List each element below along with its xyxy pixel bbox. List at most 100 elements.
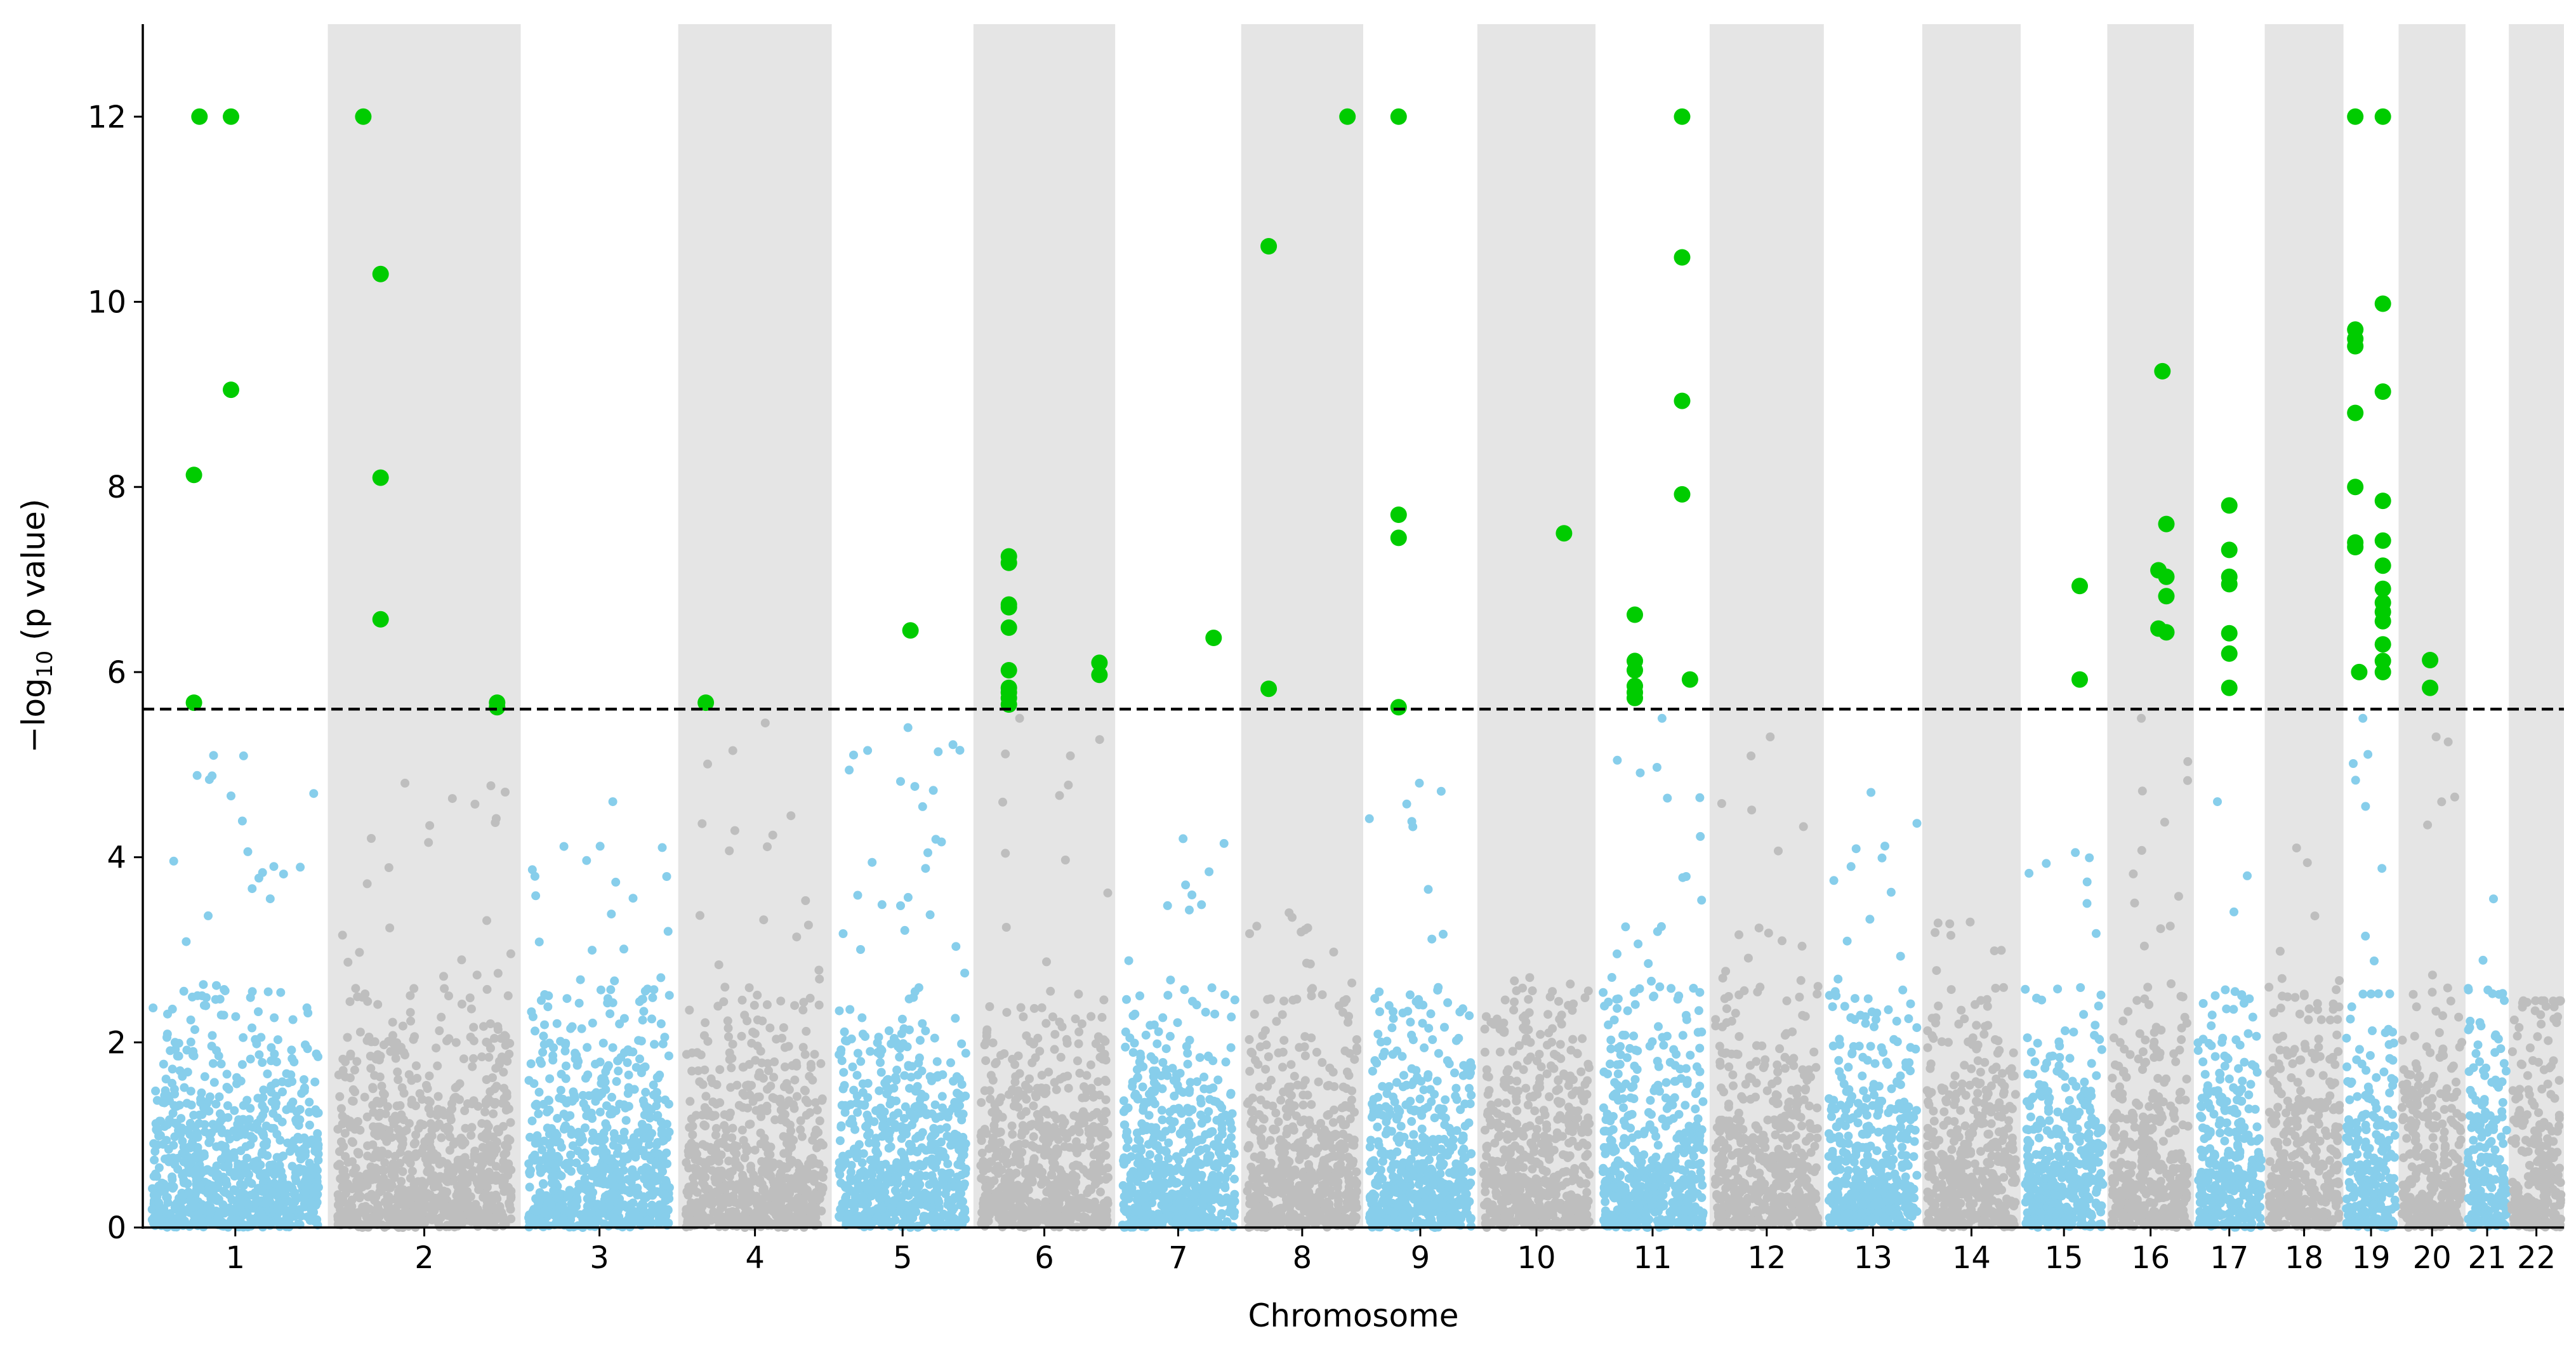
snp-point [567, 1022, 577, 1031]
snp-point [934, 747, 943, 757]
snp-point [159, 1059, 168, 1069]
snp-point [343, 1033, 352, 1042]
snp-point [451, 1038, 461, 1047]
snp-point [151, 1086, 161, 1095]
snp-point [645, 1133, 654, 1142]
snp-point [1054, 1135, 1063, 1144]
snp-point [394, 1132, 404, 1141]
snp-point [560, 1046, 570, 1056]
snp-point [525, 1132, 534, 1142]
snp-point [244, 1176, 253, 1186]
snp-point [173, 1165, 183, 1174]
snp-point [1088, 1092, 1098, 1102]
snp-point [852, 1071, 862, 1080]
snp-point [856, 1057, 866, 1066]
snp-point [898, 1219, 908, 1228]
snp-point [307, 1205, 316, 1215]
snp-point [352, 1176, 361, 1186]
snp-point [598, 1038, 608, 1048]
snp-point [746, 1120, 755, 1129]
snp-point [535, 1188, 545, 1197]
snp-point [574, 1127, 583, 1137]
snp-point [1195, 1053, 1205, 1062]
snp-point [1165, 1031, 1175, 1041]
snp-point [977, 1148, 987, 1158]
snp-point [272, 1099, 281, 1108]
snp-point [253, 1118, 262, 1128]
snp-point [743, 1080, 753, 1090]
snp-point [638, 1146, 648, 1155]
snp-point [638, 1096, 648, 1106]
snp-point [399, 1185, 408, 1194]
snp-point [1066, 751, 1075, 760]
snp-point [856, 945, 865, 954]
snp-point [607, 1092, 616, 1102]
snp-point [762, 1189, 771, 1199]
snp-point [724, 1032, 733, 1042]
snp-point [581, 1208, 590, 1217]
snp-point [613, 1056, 623, 1066]
snp-point [384, 863, 393, 872]
snp-point [402, 1155, 411, 1164]
snp-point [443, 1127, 452, 1136]
snp-point [937, 1137, 946, 1147]
snp-point [846, 1167, 855, 1177]
snp-point [1086, 1060, 1095, 1069]
snp-point [662, 1178, 671, 1188]
snp-point [1057, 1022, 1067, 1031]
snp-point [1121, 1131, 1131, 1141]
snp-point [1124, 1194, 1133, 1203]
snp-point [994, 1096, 1004, 1106]
snp-point [288, 1015, 298, 1024]
snp-point [609, 1129, 619, 1138]
snp-point [169, 1219, 179, 1229]
snp-point [1135, 991, 1144, 1000]
snp-point [442, 1159, 452, 1168]
snp-point [532, 1131, 542, 1141]
snp-point [556, 1036, 565, 1046]
snp-point [187, 1157, 196, 1167]
snp-point [695, 911, 704, 920]
snp-point [1015, 1069, 1024, 1078]
snp-point [682, 1158, 691, 1167]
snp-point [743, 1145, 753, 1155]
snp-point [582, 1111, 591, 1121]
snp-point [1103, 1130, 1113, 1139]
snp-point [277, 1117, 287, 1127]
snp-point [682, 1050, 691, 1059]
snp-point [447, 794, 457, 804]
snp-point [1186, 1078, 1195, 1087]
snp-point [1097, 1012, 1107, 1022]
snp-point [287, 1045, 296, 1055]
snp-point [227, 791, 235, 800]
snp-point [572, 1050, 581, 1060]
snp-point [1225, 1118, 1235, 1128]
snp-point [208, 1031, 217, 1040]
snp-point [310, 1077, 320, 1087]
snp-point [1174, 1199, 1184, 1208]
snp-point [1179, 1088, 1188, 1097]
snp-point [174, 1038, 183, 1048]
snp-point [404, 1070, 414, 1080]
snp-point [192, 1132, 201, 1141]
snp-point [566, 1150, 576, 1160]
snp-point [527, 1116, 537, 1126]
snp-point [876, 1068, 886, 1077]
snp-point [338, 930, 347, 940]
snp-point [493, 969, 503, 978]
snp-point [998, 1113, 1007, 1122]
snp-point [367, 834, 376, 843]
snp-point [237, 1060, 247, 1069]
snp-point [488, 1132, 498, 1142]
snp-point [199, 980, 208, 989]
snp-point [182, 937, 191, 946]
snp-point [1215, 1148, 1224, 1157]
snp-point [295, 1115, 305, 1125]
snp-point [435, 1026, 444, 1035]
snp-point [410, 1207, 419, 1217]
snp-point [250, 1192, 260, 1201]
snp-point [708, 1189, 718, 1199]
snp-point [463, 1208, 472, 1218]
snp-point [477, 1119, 487, 1128]
snp-point [611, 877, 621, 887]
